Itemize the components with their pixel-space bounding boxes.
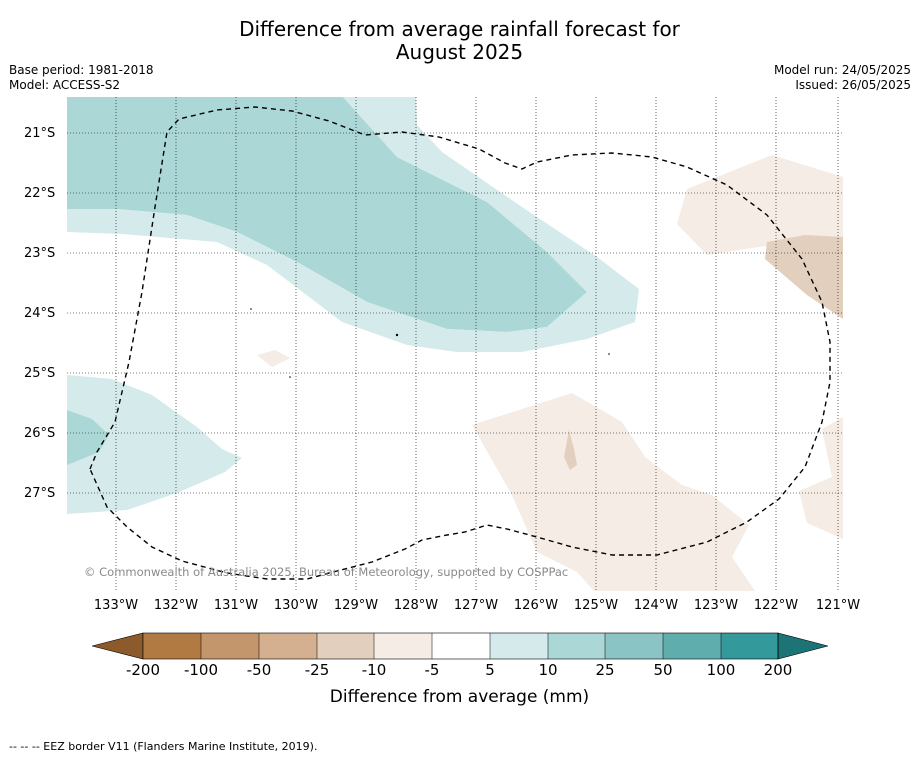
colorbar-segment-1 — [143, 633, 201, 659]
eez-border — [89, 106, 831, 580]
copyright-text: © Commonwealth of Australia 2025, Bureau… — [84, 565, 569, 579]
lon-label-127w: 127°W — [453, 598, 499, 613]
colorbar-tick-7: 10 — [538, 661, 558, 679]
lat-label-24s: 24°S — [24, 306, 56, 321]
dry-speck-west — [257, 350, 290, 367]
dry-region-east — [677, 155, 843, 539]
lon-label-132w: 132°W — [153, 598, 199, 613]
wet-region-sw-5-10 — [67, 375, 242, 514]
meta-left: Base period: 1981-2018 Model: ACCESS-S2 — [9, 63, 154, 93]
colorbar-tick-9: 50 — [653, 661, 673, 679]
lon-label-133w: 133°W — [93, 598, 139, 613]
lat-label-23s: 23°S — [24, 246, 56, 261]
title-line-1: Difference from average rainfall forecas… — [239, 17, 680, 41]
lon-label-123w: 123°W — [693, 598, 739, 613]
lon-label-124w: 124°W — [633, 598, 679, 613]
island-marker-2 — [250, 308, 252, 310]
lon-label-131w: 131°W — [213, 598, 259, 613]
eez-legend: -- -- -- EEZ border V11 (Flanders Marine… — [9, 740, 318, 753]
colorbar-segment-5 — [374, 633, 432, 659]
colorbar — [92, 632, 828, 660]
colorbar-tick-2: -50 — [246, 661, 272, 679]
lat-label-26s: 26°S — [24, 426, 56, 441]
parallels — [67, 132, 843, 494]
island-marker-1 — [395, 333, 399, 337]
dry-speck-south — [564, 430, 577, 470]
lon-label-121w: 121°W — [815, 598, 861, 613]
colorbar-arrow-left — [92, 632, 144, 660]
colorbar-segment-7 — [490, 633, 548, 659]
wet-region-10-25 — [67, 97, 587, 332]
dry-region-south — [472, 393, 755, 591]
map-svg — [67, 97, 843, 591]
colorbar-segment-8 — [548, 633, 605, 659]
wet-region-sw-10-25 — [67, 410, 109, 465]
meta-right: Model run: 24/05/2025 Issued: 26/05/2025 — [774, 63, 911, 93]
lon-label-125w: 125°W — [573, 598, 619, 613]
wet-region-5-10 — [67, 97, 639, 352]
colorbar-segment-11 — [721, 633, 778, 659]
colorbar-tick-4: -10 — [361, 661, 387, 679]
colorbar-tick-8: 25 — [595, 661, 615, 679]
lon-label-122w: 122°W — [753, 598, 799, 613]
colorbar-tick-10: 100 — [706, 661, 736, 679]
lat-label-25s: 25°S — [24, 366, 56, 381]
lat-label-22s: 22°S — [24, 186, 56, 201]
title-line-2: August 2025 — [395, 40, 524, 64]
model-name: Model: ACCESS-S2 — [9, 78, 121, 92]
colorbar-tick-1: -100 — [183, 661, 219, 679]
lon-label-130w: 130°W — [273, 598, 319, 613]
colorbar-tick-0: -200 — [125, 661, 161, 679]
map-area — [67, 97, 843, 591]
colorbar-dividers — [200, 633, 722, 659]
dry-region-east-10-25 — [765, 235, 843, 319]
lon-label-126w: 126°W — [513, 598, 559, 613]
colorbar-arrow-right — [777, 632, 828, 660]
colorbar-tick-3: -25 — [304, 661, 330, 679]
map-title: Difference from average rainfall forecas… — [0, 18, 919, 64]
model-run: Model run: 24/05/2025 — [773, 63, 911, 77]
colorbar-tick-6: 5 — [485, 661, 495, 679]
lon-label-129w: 129°W — [333, 598, 379, 613]
island-marker-4 — [608, 353, 610, 355]
island-marker-3 — [289, 376, 291, 378]
colorbar-segment-10 — [663, 633, 721, 659]
issued-date: Issued: 26/05/2025 — [795, 78, 911, 92]
colorbar-tick-11: 200 — [763, 661, 793, 679]
colorbar-frame — [142, 632, 779, 660]
colorbar-label: Difference from average (mm) — [329, 687, 590, 707]
lat-label-27s: 27°S — [24, 486, 56, 501]
colorbar-segment-6 — [432, 633, 490, 659]
meridians — [115, 97, 839, 591]
lat-label-21s: 21°S — [24, 126, 56, 141]
base-period: Base period: 1981-2018 — [9, 63, 154, 77]
colorbar-segment-2 — [201, 633, 259, 659]
colorbar-segment-3 — [259, 633, 317, 659]
colorbar-tick-5: -5 — [424, 661, 440, 679]
colorbar-segment-9 — [605, 633, 663, 659]
lon-label-128w: 128°W — [393, 598, 439, 613]
colorbar-segment-4 — [317, 633, 374, 659]
